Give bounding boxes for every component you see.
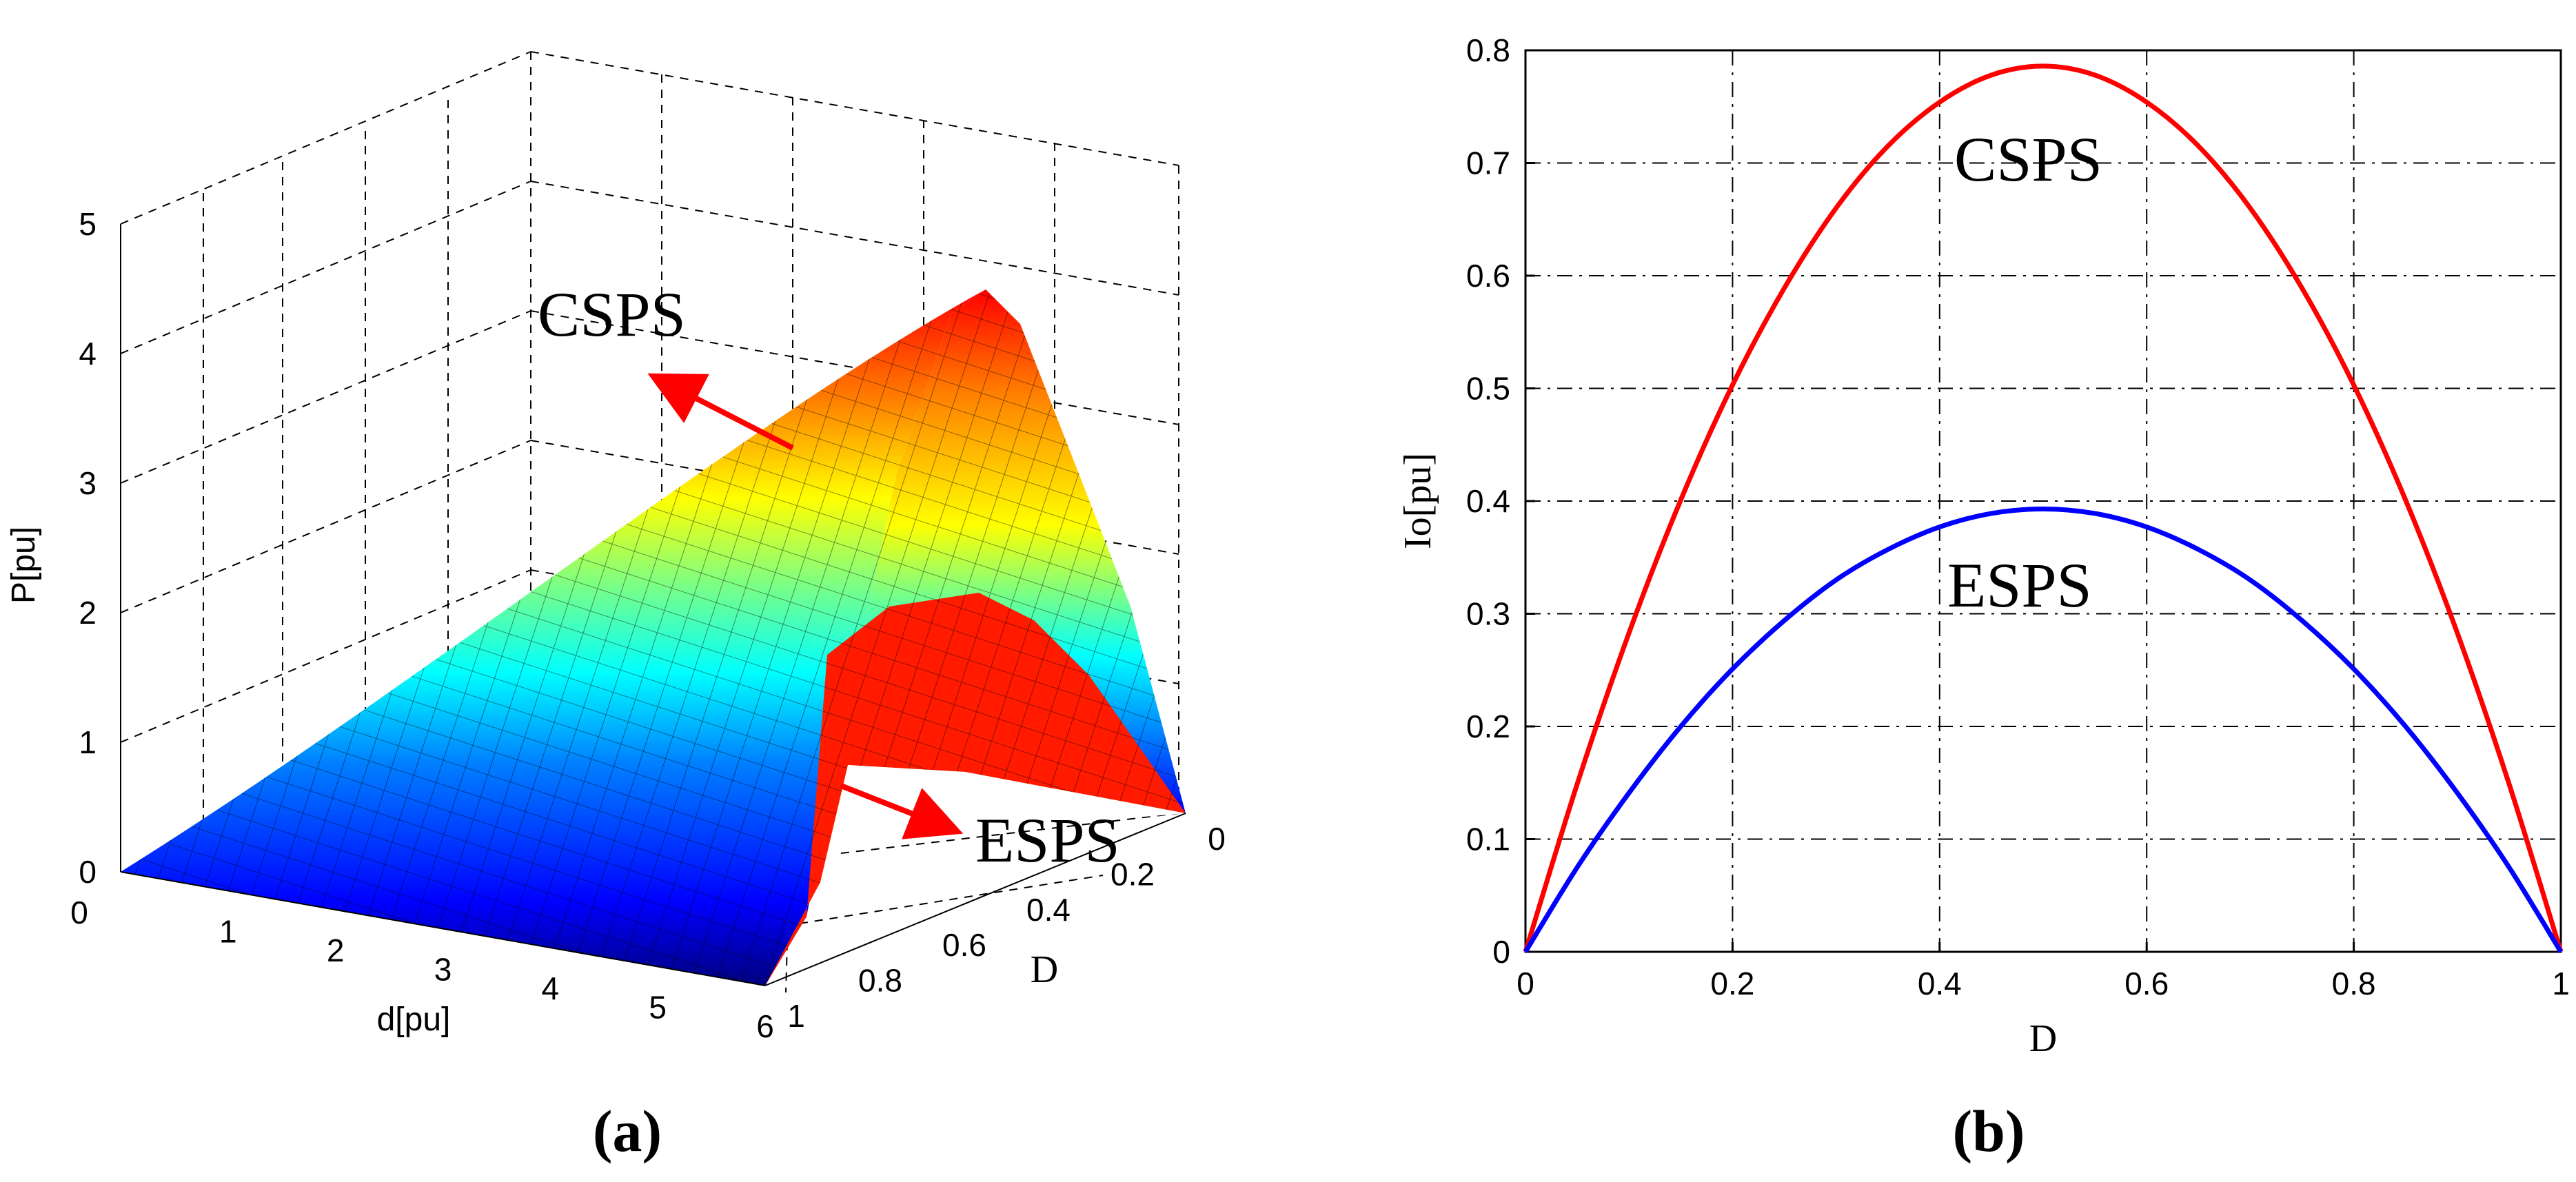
surface-annotation-esps: ESPS — [975, 805, 1120, 875]
surface-y-ticks: 0 0.2 0.4 0.6 0.8 1 — [787, 821, 1226, 1034]
surface-z-tick-label: 1 — [79, 724, 97, 760]
x-tick-label: 0.2 — [1710, 966, 1754, 1001]
surface-z-tick-label: 3 — [79, 465, 97, 501]
x-tick-label: 0 — [1517, 966, 1534, 1001]
surface-x-tick-label: 6 — [756, 1008, 774, 1044]
surface-z-tick-label: 2 — [79, 595, 97, 631]
panel-label-a: (a) — [593, 1098, 662, 1164]
line-chart-grid — [1524, 49, 2562, 953]
y-tick-label: 0.5 — [1466, 371, 1510, 407]
series-line-esps — [1523, 506, 2563, 953]
csps-arrow — [647, 373, 794, 451]
esps-surface — [765, 593, 1186, 986]
surface-y-axis-label: D — [1031, 948, 1058, 991]
surface-z-ticks: 0 1 2 3 4 5 — [79, 206, 97, 890]
line-chart-x-axis-label: D — [2029, 1017, 2057, 1060]
surface-y-tick-label: 1 — [787, 998, 805, 1034]
x-tick-label: 1 — [2552, 966, 2570, 1001]
line-annotation-esps: ESPS — [1947, 550, 2092, 620]
x-tick-label: 0.4 — [1918, 966, 1962, 1001]
surface-z-tick-label: 0 — [79, 854, 97, 890]
y-tick-label: 0.3 — [1466, 596, 1510, 632]
panel-label-b: (b) — [1952, 1098, 2025, 1164]
y-tick-label: 0.4 — [1466, 483, 1510, 519]
surface-x-axis-label: d[pu] — [377, 1001, 451, 1038]
surface-y-tick-label: 0.6 — [942, 927, 986, 963]
line-chart-y-ticks: 0 0.1 0.2 0.3 0.4 0.5 0.6 0.7 0.8 — [1466, 32, 1510, 970]
surface-plot-axes — [120, 224, 1186, 986]
y-tick-label: 0.1 — [1466, 822, 1510, 857]
y-tick-label: 0.2 — [1466, 709, 1510, 744]
x-tick-label: 0.6 — [2124, 966, 2169, 1001]
surface-x-ticks: 0 1 2 3 4 5 6 — [70, 895, 774, 1044]
y-tick-label: 0.6 — [1466, 258, 1510, 294]
line-annotation-csps: CSPS — [1954, 124, 2102, 194]
line-chart-y-axis-label: Io[pu] — [1397, 453, 1439, 549]
y-tick-label: 0 — [1492, 934, 1510, 970]
surface-y-tick-label: 0.2 — [1110, 856, 1155, 892]
esps-arrow — [840, 783, 964, 839]
surface-z-tick-label: 4 — [79, 336, 97, 371]
surface-x-tick-label: 4 — [542, 970, 560, 1006]
surface-z-tick-label: 5 — [79, 206, 97, 242]
surface-x-tick-label: 2 — [327, 933, 345, 968]
surface-x-tick-label: 0 — [70, 895, 88, 930]
surface-y-tick-label: 0 — [1208, 821, 1226, 857]
surface-x-tick-label: 1 — [219, 914, 237, 950]
surface-x-tick-label: 3 — [434, 952, 452, 988]
surface-y-tick-label: 0.8 — [858, 963, 902, 999]
series-line-csps — [1523, 63, 2564, 953]
surface-x-tick-label: 5 — [649, 990, 667, 1026]
surface-z-axis-label: P[pu] — [6, 527, 42, 604]
line-chart-panel: 0 0.1 0.2 0.3 0.4 0.5 0.6 0.7 0.8 0 0.2 0.4 0.6 0.8 1… — [1397, 32, 2570, 1164]
y-tick-label: 0.8 — [1466, 32, 1510, 68]
line-chart-x-ticks: 0 0.2 0.4 0.6 0.8 1 — [1517, 966, 2570, 1001]
y-tick-label: 0.7 — [1466, 145, 1510, 181]
x-tick-label: 0.8 — [2332, 966, 2376, 1001]
surface-annotation-csps: CSPS — [538, 279, 686, 349]
surface-y-tick-label: 0.4 — [1026, 892, 1071, 928]
